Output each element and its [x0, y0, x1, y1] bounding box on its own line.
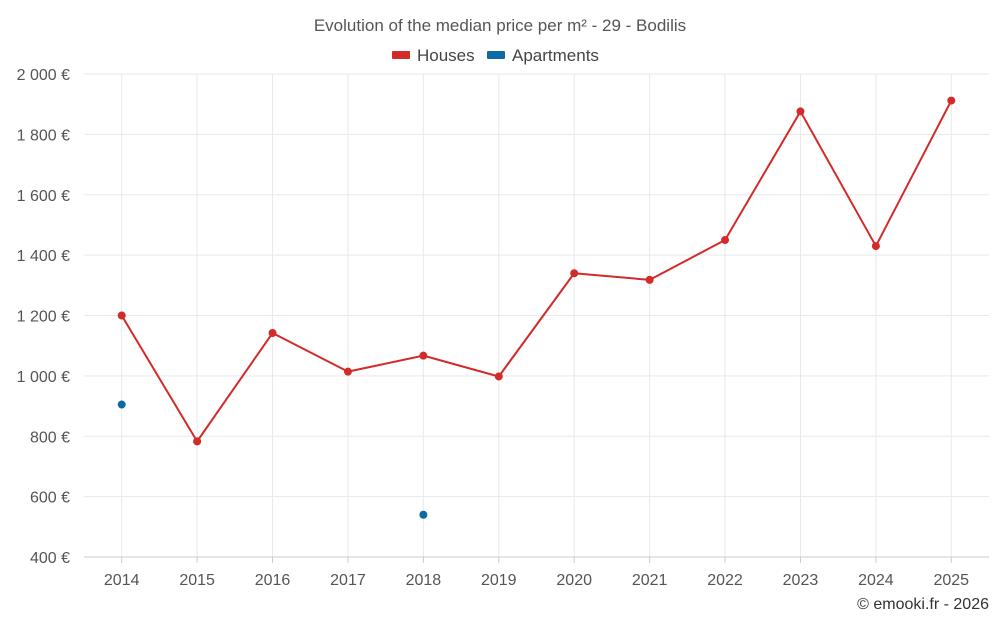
- y-tick-label: 1 600 €: [17, 188, 70, 205]
- x-tick-label: 2018: [406, 572, 442, 589]
- data-point-houses[interactable]: [796, 107, 805, 116]
- x-tick-label: 2021: [632, 572, 668, 589]
- chart-title: Evolution of the median price per m² - 2…: [314, 16, 686, 35]
- y-tick-label: 2 000 €: [17, 67, 70, 84]
- legend-swatch-houses: [392, 51, 410, 59]
- data-point-houses[interactable]: [268, 329, 277, 338]
- data-point-houses[interactable]: [343, 367, 352, 376]
- x-tick-label: 2024: [858, 572, 894, 589]
- data-point-houses[interactable]: [645, 275, 654, 284]
- x-tick-label: 2019: [481, 572, 517, 589]
- y-tick-label: 1 000 €: [17, 369, 70, 386]
- data-point-houses[interactable]: [419, 351, 428, 360]
- data-point-apartments[interactable]: [419, 510, 428, 519]
- data-point-houses[interactable]: [193, 437, 202, 446]
- data-point-houses[interactable]: [947, 96, 956, 105]
- y-axis: 400 € 600 € 800 € 1 000 € 1 200 € 1 400 € 1 60…: [17, 67, 70, 567]
- data-point-houses[interactable]: [871, 242, 880, 251]
- y-tick-label: 1 200 €: [17, 309, 70, 326]
- data-point-houses[interactable]: [494, 372, 503, 381]
- series-line-houses: [120, 100, 953, 443]
- x-axis: 2014 2015 2016 2017 2018 2019 2020 2021 2022 2023…: [84, 556, 989, 589]
- x-tick-label: 2025: [933, 572, 969, 589]
- grid: [84, 73, 989, 557]
- credit-text: © emooki.fr - 2026: [857, 596, 989, 613]
- y-tick-label: 1 400 €: [17, 248, 70, 265]
- y-tick-label: 400 €: [30, 550, 70, 567]
- x-tick-label: 2014: [104, 572, 140, 589]
- data-point-houses[interactable]: [117, 311, 126, 320]
- y-tick-label: 1 800 €: [17, 127, 70, 144]
- series-group: [117, 96, 956, 519]
- y-tick-label: 800 €: [30, 429, 70, 446]
- legend-swatch-apartments: [487, 51, 505, 59]
- y-tick-label: 600 €: [30, 490, 70, 507]
- x-tick-label: 2016: [255, 572, 291, 589]
- x-tick-label: 2017: [330, 572, 366, 589]
- legend: Houses Apartments: [392, 46, 599, 65]
- x-tick-label: 2023: [783, 572, 819, 589]
- x-tick-label: 2020: [556, 572, 592, 589]
- legend-label-apartments[interactable]: Apartments: [512, 46, 599, 65]
- x-tick-label: 2022: [707, 572, 743, 589]
- data-point-houses[interactable]: [570, 269, 579, 278]
- data-point-apartments[interactable]: [117, 400, 126, 409]
- data-point-houses[interactable]: [721, 236, 730, 245]
- legend-label-houses[interactable]: Houses: [417, 46, 475, 65]
- x-tick-label: 2015: [179, 572, 215, 589]
